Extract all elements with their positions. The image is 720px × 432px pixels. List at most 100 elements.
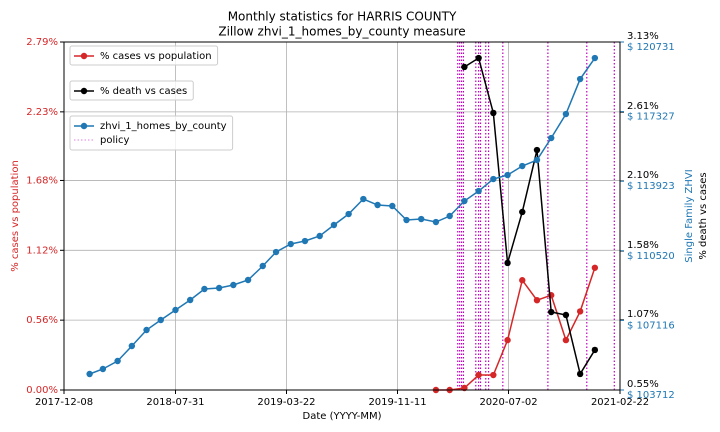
legend-swatch	[80, 52, 88, 60]
data-point	[591, 54, 599, 62]
x-tick-label: 2020-07-02	[479, 397, 537, 408]
data-point	[172, 306, 179, 314]
data-point	[143, 326, 150, 334]
data-point	[475, 54, 482, 62]
data-point	[548, 134, 555, 142]
y-tick-label: 2.79%	[26, 37, 58, 48]
data-point	[591, 346, 599, 354]
data-point	[576, 308, 584, 315]
data-point	[418, 215, 425, 223]
x-tick-label: 2018-07-31	[146, 397, 204, 408]
plot-frame	[63, 41, 621, 391]
y-tick-label: 1.68%	[26, 175, 58, 186]
data-point	[403, 216, 410, 224]
data-point	[345, 210, 352, 218]
data-point	[475, 371, 482, 379]
y2-tick-label: 3.13%	[627, 31, 659, 42]
data-point	[576, 370, 584, 378]
data-point	[259, 262, 266, 270]
legend: % death vs cases	[69, 80, 194, 101]
data-point	[86, 370, 93, 378]
data-point	[186, 296, 194, 304]
data-point	[533, 156, 541, 164]
legend-swatch	[80, 87, 88, 95]
y3-tick-label: $ 107116	[627, 320, 675, 331]
y-tick-label: 0.00%	[26, 385, 58, 396]
chart-subtitle: Zillow zhvi_1_homes_by_county measure	[218, 25, 465, 39]
data-point	[157, 316, 164, 324]
data-point	[562, 110, 570, 118]
legend-box	[69, 45, 219, 66]
legend-label: % cases vs population	[100, 51, 212, 62]
data-point	[230, 281, 237, 289]
y3-tick-label: $ 103712	[627, 390, 675, 401]
data-point	[99, 365, 107, 373]
data-point	[272, 248, 280, 256]
x-tick-label: 2017-12-08	[35, 397, 93, 408]
data-point	[591, 264, 599, 271]
legend: % cases vs population	[69, 45, 219, 66]
data-point	[490, 371, 497, 379]
data-point	[360, 195, 367, 203]
data-point	[519, 208, 526, 216]
data-point	[576, 75, 584, 83]
y3-axis-label: Single Family ZHVI	[684, 169, 695, 262]
data-point	[461, 197, 468, 205]
x-tick-label: 2019-11-11	[368, 397, 426, 408]
data-point	[461, 63, 468, 71]
y3-tick-label: $ 113923	[627, 181, 675, 192]
series-line	[89, 57, 596, 375]
x-tick-label: 2021-02-22	[591, 397, 649, 408]
data-point	[562, 336, 570, 344]
data-point	[374, 201, 381, 209]
data-point	[301, 237, 309, 245]
y2-tick-label: 0.55%	[627, 379, 659, 390]
data-point	[519, 162, 526, 170]
series-line	[463, 56, 596, 376]
y3-tick-label: $ 120731	[627, 42, 675, 53]
data-point	[316, 232, 323, 240]
data-point	[446, 212, 453, 220]
data-point	[128, 342, 136, 350]
x-axis-label: Date (YYYY-MM)	[303, 411, 382, 422]
data-point	[490, 175, 497, 183]
data-point	[504, 259, 511, 267]
x-tick-label: 2019-03-22	[257, 397, 315, 408]
data-point	[215, 284, 223, 292]
data-point	[504, 171, 511, 179]
data-point	[114, 357, 121, 365]
data-point	[519, 277, 526, 284]
y2-tick-label: 1.58%	[627, 240, 659, 251]
data-point	[548, 308, 555, 316]
data-point	[475, 187, 482, 195]
legend-label: % death vs cases	[100, 86, 187, 97]
y-tick-label: 2.23%	[26, 107, 58, 118]
data-point	[533, 296, 541, 304]
y-tick-label: 0.56%	[26, 315, 58, 326]
data-point	[533, 146, 541, 154]
y-tick-label: 1.12%	[26, 245, 58, 256]
data-point	[432, 218, 440, 226]
y2-tick-label: 1.07%	[627, 309, 659, 320]
y3-tick-label: $ 117327	[627, 112, 675, 123]
data-point	[287, 240, 294, 248]
legend-label: policy	[100, 135, 130, 146]
data-point	[330, 221, 338, 229]
legend-box	[69, 80, 194, 101]
legend-swatch	[80, 122, 88, 130]
data-point	[244, 276, 252, 284]
y2-tick-label: 2.10%	[627, 170, 659, 181]
legend-box	[69, 115, 234, 151]
data-point	[490, 109, 497, 117]
y-axis-label: % cases vs population	[10, 160, 21, 272]
y2-tick-label: 2.61%	[627, 101, 659, 112]
data-point	[562, 311, 570, 319]
data-point	[201, 285, 208, 293]
y3-tick-label: $ 110520	[627, 251, 675, 262]
data-point	[389, 202, 396, 210]
y2-axis-label: % death vs cases	[698, 172, 709, 259]
data-point	[504, 336, 511, 344]
legend-label: zhvi_1_homes_by_county	[100, 121, 227, 132]
